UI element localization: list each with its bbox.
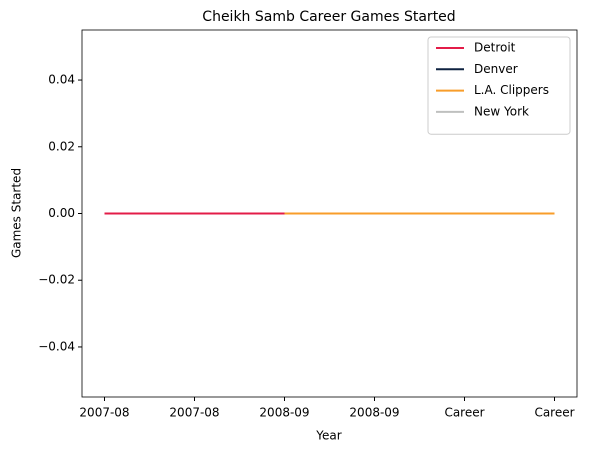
legend-label: Detroit (474, 41, 516, 55)
chart-title: Cheikh Samb Career Games Started (202, 9, 455, 25)
y-tick-label: 0.04 (48, 73, 75, 87)
y-tick-label: −0.02 (38, 273, 75, 287)
y-tick-label: −0.04 (38, 339, 75, 353)
x-tick-label: 2007-08 (169, 406, 219, 420)
legend-label: Denver (474, 62, 518, 76)
legend-box (427, 36, 571, 135)
y-tick-label: 0.00 (48, 206, 75, 220)
x-tick-label: 2008-09 (349, 406, 399, 420)
plot-frame (81, 29, 578, 398)
x-tick-label: Career (534, 406, 574, 420)
legend-label: New York (474, 104, 529, 118)
y-axis-label: Games Started (10, 168, 24, 258)
y-tick-label: 0.02 (48, 139, 75, 153)
x-tick-label: Career (444, 406, 484, 420)
x-axis-label: Year (315, 429, 341, 443)
x-tick-label: 2007-08 (79, 406, 129, 420)
x-tick-label: 2008-09 (259, 406, 309, 420)
legend-label: L.A. Clippers (474, 83, 549, 97)
